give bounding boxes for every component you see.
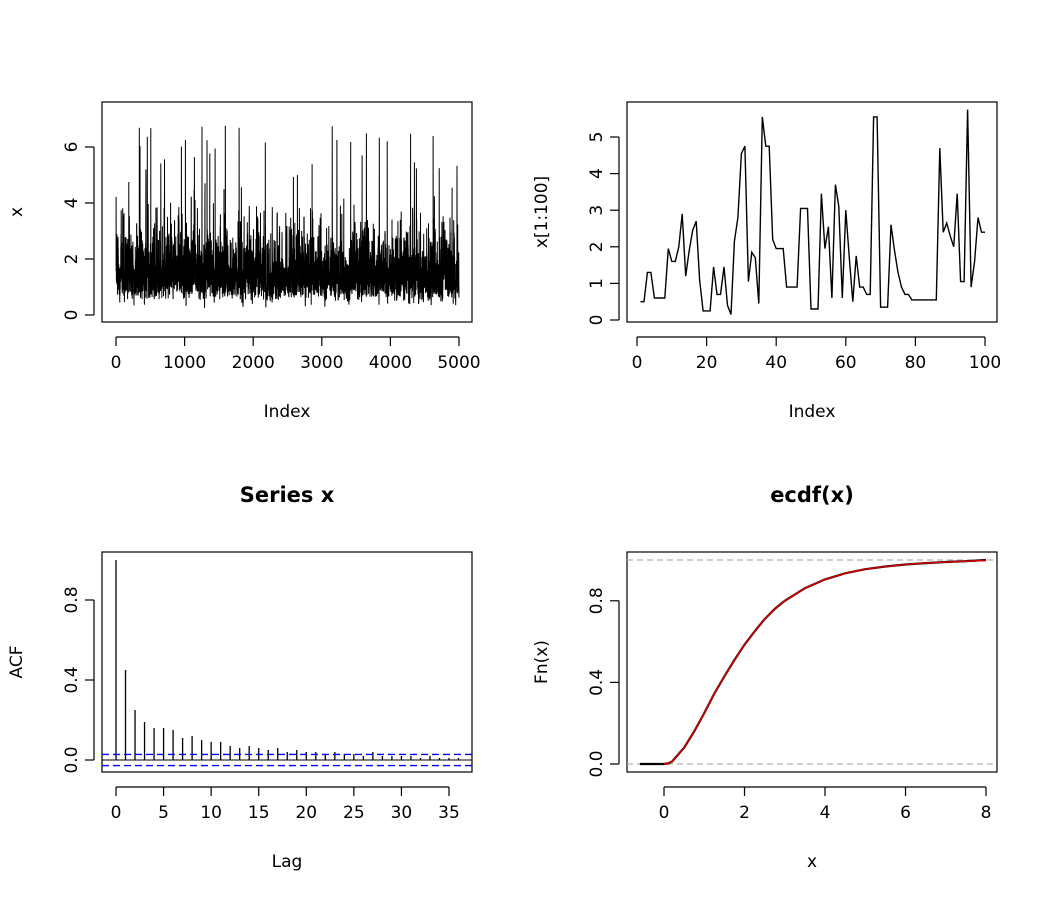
x-tick-label: 25	[343, 803, 365, 823]
x-tick-label: 2	[739, 803, 750, 823]
x-tick-label: 15	[248, 803, 270, 823]
y-tick-label: 3	[587, 205, 607, 216]
y-tick-label: 4	[62, 198, 82, 209]
y-tick-label: 0	[587, 315, 607, 326]
x-tick-label: 30	[391, 803, 413, 823]
y-tick-label: 2	[62, 254, 82, 265]
x-tick-label: 0	[111, 353, 122, 373]
x-axis-label: Lag	[272, 852, 303, 872]
x-tick-label: 35	[438, 803, 460, 823]
x-tick-label: 60	[835, 353, 857, 373]
x-tick-label: 80	[905, 353, 927, 373]
plot-frame	[626, 101, 998, 323]
x-axis-label: x	[807, 852, 817, 872]
plot-frame	[101, 101, 473, 323]
y-tick-label: 0	[62, 310, 82, 321]
y-tick-label: 0.4	[587, 669, 607, 696]
y-tick-label: 6	[62, 142, 82, 153]
x-tick-label: 5	[158, 803, 169, 823]
y-tick-label: 1	[587, 278, 607, 289]
y-tick-label: 0.8	[587, 587, 607, 614]
plot-frame	[101, 551, 473, 773]
x-tick-label: 100	[969, 353, 1001, 373]
x-tick-label: 0	[632, 353, 643, 373]
x-tick-label: 40	[765, 353, 787, 373]
x-tick-label: 20	[696, 353, 718, 373]
panel-ecdf: 0 2 4 6 8 0.0 0.4 0.8 x Fn(x) ecdf(x)	[532, 483, 998, 872]
ecdf-curve	[663, 559, 987, 765]
x-tick-label: 3000	[300, 353, 343, 373]
x-tick-label: 4000	[369, 353, 412, 373]
plot-frame	[626, 551, 998, 773]
y-tick-label: 5	[587, 132, 607, 143]
ecdf-curve	[639, 558, 987, 766]
y-axis-label: x[1:100]	[532, 176, 552, 248]
y-tick-label: 2	[587, 241, 607, 252]
chart-title: ecdf(x)	[770, 483, 854, 507]
y-axis-label: Fn(x)	[532, 640, 552, 684]
y-tick-label: 0.8	[62, 586, 82, 613]
x-tick-label: 2000	[232, 353, 275, 373]
y-tick-label: 0.0	[62, 746, 82, 773]
y-axis-label: x	[7, 207, 27, 217]
series-line	[640, 109, 985, 315]
panel-trace-full: 0 1000 2000 3000 4000 5000 0 2 4 6 Index x	[7, 101, 481, 422]
chart-title: Series x	[240, 483, 335, 507]
x-tick-label: 20	[295, 803, 317, 823]
x-tick-label: 0	[659, 803, 670, 823]
y-tick-label: 4	[587, 168, 607, 179]
series-line	[115, 125, 460, 309]
x-axis-label: Index	[264, 402, 311, 422]
y-axis-label: ACF	[7, 646, 27, 679]
x-tick-label: 6	[900, 803, 911, 823]
panel-acf: 0 5 10 15 20 25 30 35 0.0 0.4 0.8 Lag ACF Series x	[7, 483, 473, 872]
x-tick-label: 1000	[163, 353, 206, 373]
x-tick-label: 10	[200, 803, 222, 823]
x-tick-label: 4	[820, 803, 831, 823]
y-tick-label: 0.4	[62, 666, 82, 693]
y-tick-label: 0.0	[587, 750, 607, 777]
x-tick-label: 8	[981, 803, 992, 823]
panel-trace-first100: 0 20 40 60 80 100 0 1 2 3 4 5 Index x[1:100]	[532, 101, 1001, 422]
x-tick-label: 0	[111, 803, 122, 823]
x-axis-label: Index	[789, 402, 836, 422]
x-tick-label: 5000	[437, 353, 480, 373]
